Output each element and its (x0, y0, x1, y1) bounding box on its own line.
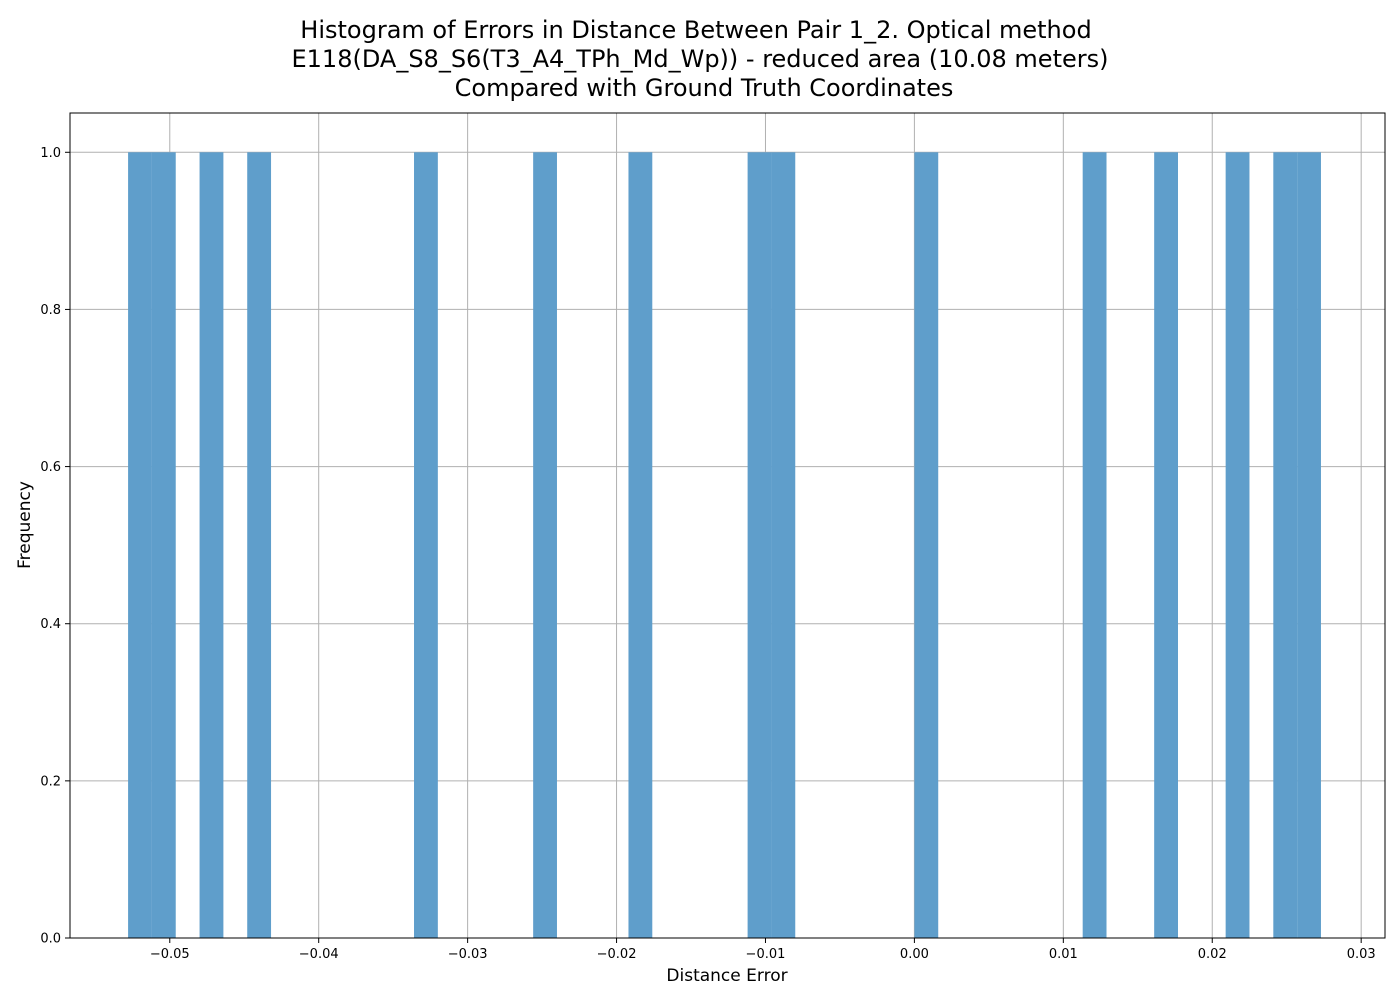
histogram-bar (128, 152, 152, 939)
x-tick-label: −0.03 (448, 947, 488, 962)
chart-title-line-3: Compared with Ground Truth Coordinates (455, 74, 954, 102)
histogram-bar (1225, 152, 1250, 939)
y-tick-label: 0.4 (40, 617, 61, 632)
histogram-bar (199, 152, 224, 939)
histogram-bar (1297, 152, 1321, 939)
x-tick-label: 0.01 (1049, 947, 1078, 962)
histogram-bar (1273, 152, 1298, 939)
histogram-bar (1154, 152, 1178, 939)
x-tick-label: 0.02 (1198, 947, 1227, 962)
histogram-bar (151, 152, 176, 939)
x-tick-label: −0.01 (746, 947, 786, 962)
histogram-bar (771, 152, 796, 939)
y-axis-label: Frequency (15, 481, 35, 569)
y-tick-label: 0.0 (40, 932, 61, 947)
histogram-bar (747, 152, 772, 939)
chart-title-line-2: E118(DA_S8_S6(T3_A4_TPh_Md_Wp)) - reduce… (292, 45, 1109, 73)
y-tick-label: 1.0 (40, 146, 61, 161)
x-axis-label: Distance Error (666, 966, 787, 986)
x-tick-label: −0.04 (299, 947, 339, 962)
y-tick-label: 0.6 (40, 460, 61, 475)
histogram-bar (247, 152, 272, 939)
axis-ticks: −0.05 −0.04 −0.03 −0.02 −0.01 0.00 0.01 0.02 0.0… (40, 146, 1375, 962)
plot-area-frame (69, 112, 1386, 939)
x-tick-label: 0.00 (900, 947, 929, 962)
y-tick-label: 0.8 (40, 303, 61, 318)
histogram-bar (1082, 152, 1107, 939)
histogram-bar (533, 152, 557, 939)
x-tick-label: −0.02 (597, 947, 637, 962)
histogram-bar (914, 152, 939, 939)
x-tick-label: 0.03 (1347, 947, 1376, 962)
chart-title-line-1: Histogram of Errors in Distance Between … (300, 16, 1091, 44)
histogram-bars (128, 152, 1321, 939)
y-tick-label: 0.2 (40, 774, 61, 789)
x-tick-label: −0.05 (150, 947, 190, 962)
histogram-bar (628, 152, 653, 939)
histogram-bar (414, 152, 438, 939)
